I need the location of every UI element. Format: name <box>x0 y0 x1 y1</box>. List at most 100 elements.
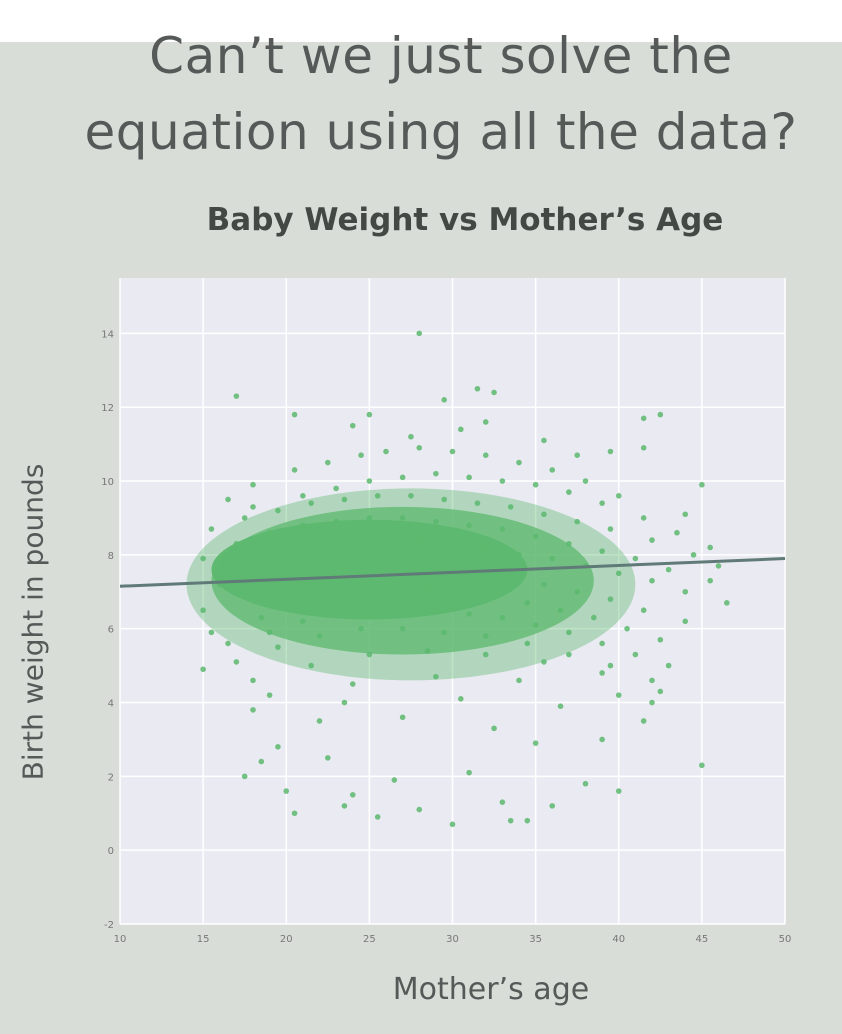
data-point <box>333 518 339 525</box>
data-point <box>482 544 489 551</box>
data-point <box>458 696 464 702</box>
y-tick-label: 4 <box>108 699 114 710</box>
data-point <box>275 581 281 588</box>
chart-title: Baby Weight vs Mother’s Age <box>206 202 724 238</box>
y-tick-label: 12 <box>101 403 114 414</box>
data-point <box>458 426 464 433</box>
data-point <box>358 588 364 595</box>
y-axis-label: Birth weight in pounds <box>16 463 50 781</box>
data-point <box>499 478 506 484</box>
data-point <box>707 544 713 551</box>
data-point <box>516 677 522 684</box>
data-point <box>366 607 373 614</box>
data-point <box>441 629 447 636</box>
data-point <box>266 692 273 698</box>
x-tick-label: 15 <box>197 934 210 945</box>
data-point <box>308 662 314 669</box>
data-point <box>408 563 414 569</box>
data-point <box>715 563 722 569</box>
data-point <box>233 540 240 547</box>
data-point <box>482 651 489 658</box>
data-point <box>640 607 647 614</box>
data-point <box>474 385 481 392</box>
data-point <box>649 699 655 706</box>
data-point <box>557 703 564 710</box>
data-point <box>300 618 306 625</box>
data-point <box>582 478 589 484</box>
data-point <box>699 481 705 488</box>
data-point <box>225 640 231 647</box>
data-point <box>416 537 423 543</box>
data-point <box>424 585 431 591</box>
data-point <box>399 603 406 610</box>
data-point <box>699 762 705 769</box>
data-point <box>258 758 265 765</box>
data-point <box>466 611 472 617</box>
tick-labels: 10 15 20 25 30 35 40 45 50 -2 0 2 4 6 8 10 12 14 <box>101 329 791 945</box>
data-point <box>200 666 206 673</box>
data-point <box>416 806 423 813</box>
x-tick-label: 25 <box>363 934 376 945</box>
data-point <box>582 780 589 787</box>
data-point <box>682 511 689 518</box>
data-point <box>250 677 256 684</box>
data-point <box>283 788 290 794</box>
data-point <box>366 651 373 658</box>
data-point <box>615 788 622 794</box>
data-point <box>325 459 331 466</box>
data-point <box>341 566 348 573</box>
data-point <box>482 419 489 425</box>
data-point <box>557 607 564 614</box>
point-density-clusters <box>186 488 636 681</box>
data-point <box>325 755 331 761</box>
data-point <box>399 714 406 721</box>
data-point <box>466 522 472 529</box>
data-point <box>433 673 439 680</box>
data-point <box>549 467 556 473</box>
data-points <box>200 330 730 828</box>
data-point <box>599 670 605 676</box>
data-point <box>532 481 539 488</box>
y-tick-label: 2 <box>108 772 114 783</box>
data-point <box>441 566 447 573</box>
x-tick-label: 20 <box>280 934 293 945</box>
data-point <box>632 651 639 658</box>
data-point <box>607 448 614 455</box>
data-point <box>391 585 398 591</box>
data-point <box>491 725 497 732</box>
data-point <box>482 633 489 639</box>
data-point <box>499 526 506 532</box>
data-point <box>349 681 356 687</box>
data-point <box>366 515 373 521</box>
data-point <box>524 640 531 647</box>
data-point <box>566 489 572 495</box>
data-point <box>241 515 248 521</box>
data-point <box>649 677 655 684</box>
data-point <box>574 518 580 525</box>
data-point <box>607 526 614 532</box>
data-point <box>632 555 639 562</box>
data-point <box>474 500 481 506</box>
data-point <box>333 485 339 492</box>
data-point <box>408 433 414 440</box>
y-tick-label: 8 <box>108 551 114 562</box>
data-point <box>640 718 647 724</box>
data-point <box>341 496 348 503</box>
data-point <box>549 555 556 562</box>
data-point <box>599 736 605 743</box>
data-point <box>250 566 256 573</box>
data-point <box>574 588 580 595</box>
data-point <box>433 518 439 525</box>
x-tick-label: 10 <box>114 934 127 945</box>
x-tick-label: 35 <box>529 934 542 945</box>
data-point <box>258 614 265 621</box>
data-point <box>391 777 398 783</box>
data-point <box>433 470 439 477</box>
data-point <box>349 422 356 429</box>
x-tick-label: 45 <box>696 934 709 945</box>
data-point <box>649 537 655 543</box>
y-tick-label: 0 <box>108 846 114 857</box>
regression-line <box>119 557 786 588</box>
data-point <box>291 467 298 473</box>
